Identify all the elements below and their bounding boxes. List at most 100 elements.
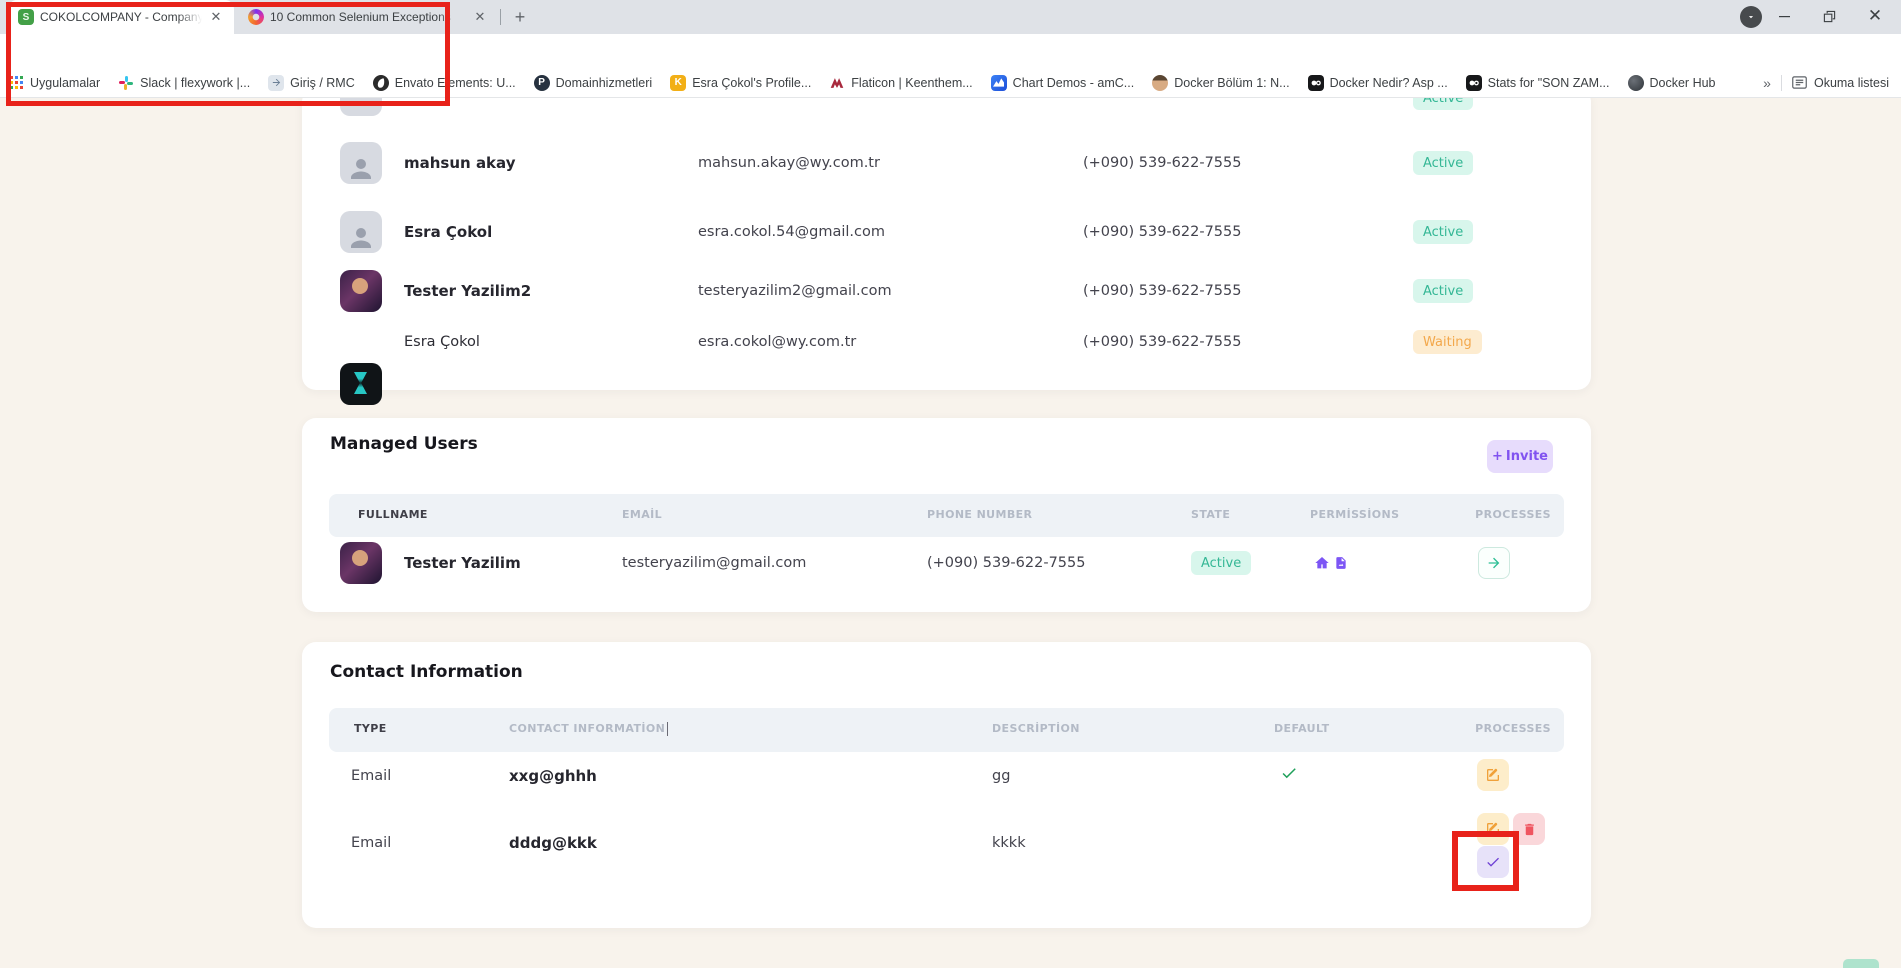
minimize-button[interactable] [1765,0,1805,32]
status-badge: Active [1191,551,1251,575]
user-phone: (+090) 539-622-7555 [1083,331,1241,353]
annotation-box-tabs-url [6,2,450,106]
user-phone: (+090) 539-622-7555 [1083,221,1241,243]
tab-search-button[interactable] [1740,6,1762,28]
col-contact-information: CONTACT INFORMATİON [509,722,668,736]
bookmark-label: Domainhizmetleri [556,76,653,90]
user-name: mahsun akay [404,152,515,174]
user-name: Esra Çokol [404,221,492,243]
p-circle-icon: P [534,75,550,91]
bookmarks-divider [1781,75,1782,91]
person-icon [346,154,376,184]
home-icon [1314,555,1330,571]
col-email: EMAİL [622,508,662,521]
status-badge: Active [1413,279,1473,303]
avatar [340,142,382,184]
row-detail-button[interactable] [1478,547,1510,579]
edit-contact-button[interactable] [1477,759,1509,791]
reading-list-button[interactable]: Okuma listesi [1792,75,1889,91]
permissions-icons [1314,555,1348,571]
reading-list-label: Okuma listesi [1814,76,1889,90]
avatar [340,211,382,253]
user-email: esra.cokol@wy.com.tr [698,331,856,353]
col-description: DESCRİPTİON [992,722,1080,735]
col-state: STATE [1191,508,1230,521]
restore-button[interactable] [1809,0,1849,32]
tab-close-icon[interactable]: ✕ [472,9,488,25]
bookmark-label: Docker Hub [1650,76,1716,90]
reading-list-icon [1792,75,1808,91]
col-fullname: FULLNAME [358,508,428,521]
docker-video-icon [1308,75,1324,91]
invite-label: Invite [1506,449,1548,464]
avatar [340,542,382,584]
bookmark-label: Flaticon | Keenthem... [851,76,972,90]
bookmark-chart-demos[interactable]: Chart Demos - amC... [991,75,1135,91]
document-icon [1334,555,1348,571]
user-name: Esra Çokol [404,331,480,353]
col-type: TYPE [354,722,387,735]
chart-icon [991,75,1007,91]
person-icon [346,223,376,253]
scroll-top-button[interactable] [1843,959,1879,968]
contact-value: xxg@ghhh [509,765,597,787]
bookmark-label: Esra Çokol's Profile... [692,76,811,90]
edit-icon [1485,767,1501,783]
col-processes: PROCESSES [1475,508,1551,521]
company-users-card: Active mahsun akay mahsun.akay@wy.com.tr… [302,98,1591,390]
default-check-icon [1280,764,1298,786]
trash-icon [1522,822,1537,837]
col-permissions: PERMİSSİONS [1310,508,1399,521]
bookmark-label: Docker Nedir? Asp ... [1330,76,1448,90]
section-title: Contact Information [330,662,523,682]
avatar [340,363,382,405]
keenthemes-icon [829,75,845,91]
bookmark-label: Docker Bölüm 1: N... [1174,76,1289,90]
avatar [340,270,382,312]
bookmark-docker-hub[interactable]: Docker Hub [1628,75,1716,91]
user-email: testeryazilim2@gmail.com [698,280,892,302]
bookmark-esra-profile[interactable]: K Esra Çokol's Profile... [670,75,811,91]
bookmark-domainhizmetleri[interactable]: P Domainhizmetleri [534,75,653,91]
annotation-box-confirm-button [1452,831,1519,891]
user-email: mahsun.akay@wy.com.tr [698,152,880,174]
bookmark-flaticon[interactable]: Flaticon | Keenthem... [829,75,972,91]
col-phone: PHONE NUMBER [927,508,1032,521]
page-content: Active mahsun akay mahsun.akay@wy.com.tr… [0,98,1901,968]
status-badge: Active [1413,98,1473,110]
close-window-button[interactable]: ✕ [1855,0,1895,32]
contact-value: dddg@kkk [509,832,597,854]
managed-users-card: Managed Users + Invite FULLNAME EMAİL PH… [302,418,1591,612]
status-badge: Active [1413,151,1473,175]
bookmark-label: Chart Demos - amC... [1013,76,1135,90]
contact-description: kkkk [992,832,1026,854]
contact-information-card: Contact Information TYPE CONTACT INFORMA… [302,642,1591,928]
user-phone: (+090) 539-622-7555 [1083,280,1241,302]
user-email: testeryazilim@gmail.com [622,552,806,574]
user-name: Tester Yazilim2 [404,280,531,302]
chevron-down-icon [1746,12,1756,22]
new-tab-button[interactable]: + [508,5,532,29]
user-name: Tester Yazilim [404,552,521,574]
bookmark-docker-nedir[interactable]: Docker Nedir? Asp ... [1308,75,1448,91]
bookmarks-overflow-chevron[interactable]: » [1763,75,1771,91]
k-square-icon: K [670,75,686,91]
col-processes: PROCESSES [1475,722,1551,735]
invite-button[interactable]: + Invite [1487,440,1553,473]
bookmark-docker-bolum[interactable]: Docker Bölüm 1: N... [1152,75,1289,91]
status-badge: Active [1413,220,1473,244]
docker-video-icon [1466,75,1482,91]
text-caret [667,722,668,736]
tab-divider [500,9,501,25]
bookmark-stats-son-zam[interactable]: Stats for "SON ZAM... [1466,75,1610,91]
col-default: DEFAULT [1274,722,1330,735]
status-badge: Waiting [1413,330,1482,354]
user-phone: (+090) 539-622-7555 [1083,152,1241,174]
arrow-right-icon [1486,555,1502,571]
table-header: FULLNAME EMAİL PHONE NUMBER STATE PERMİS… [329,494,1564,537]
table-header: TYPE CONTACT INFORMATİON DESCRİPTİON DEF… [329,708,1564,752]
user-email: esra.cokol.54@gmail.com [698,221,885,243]
contact-description: gg [992,765,1010,787]
bookmark-label: Stats for "SON ZAM... [1488,76,1610,90]
plus-icon: + [1492,449,1503,464]
